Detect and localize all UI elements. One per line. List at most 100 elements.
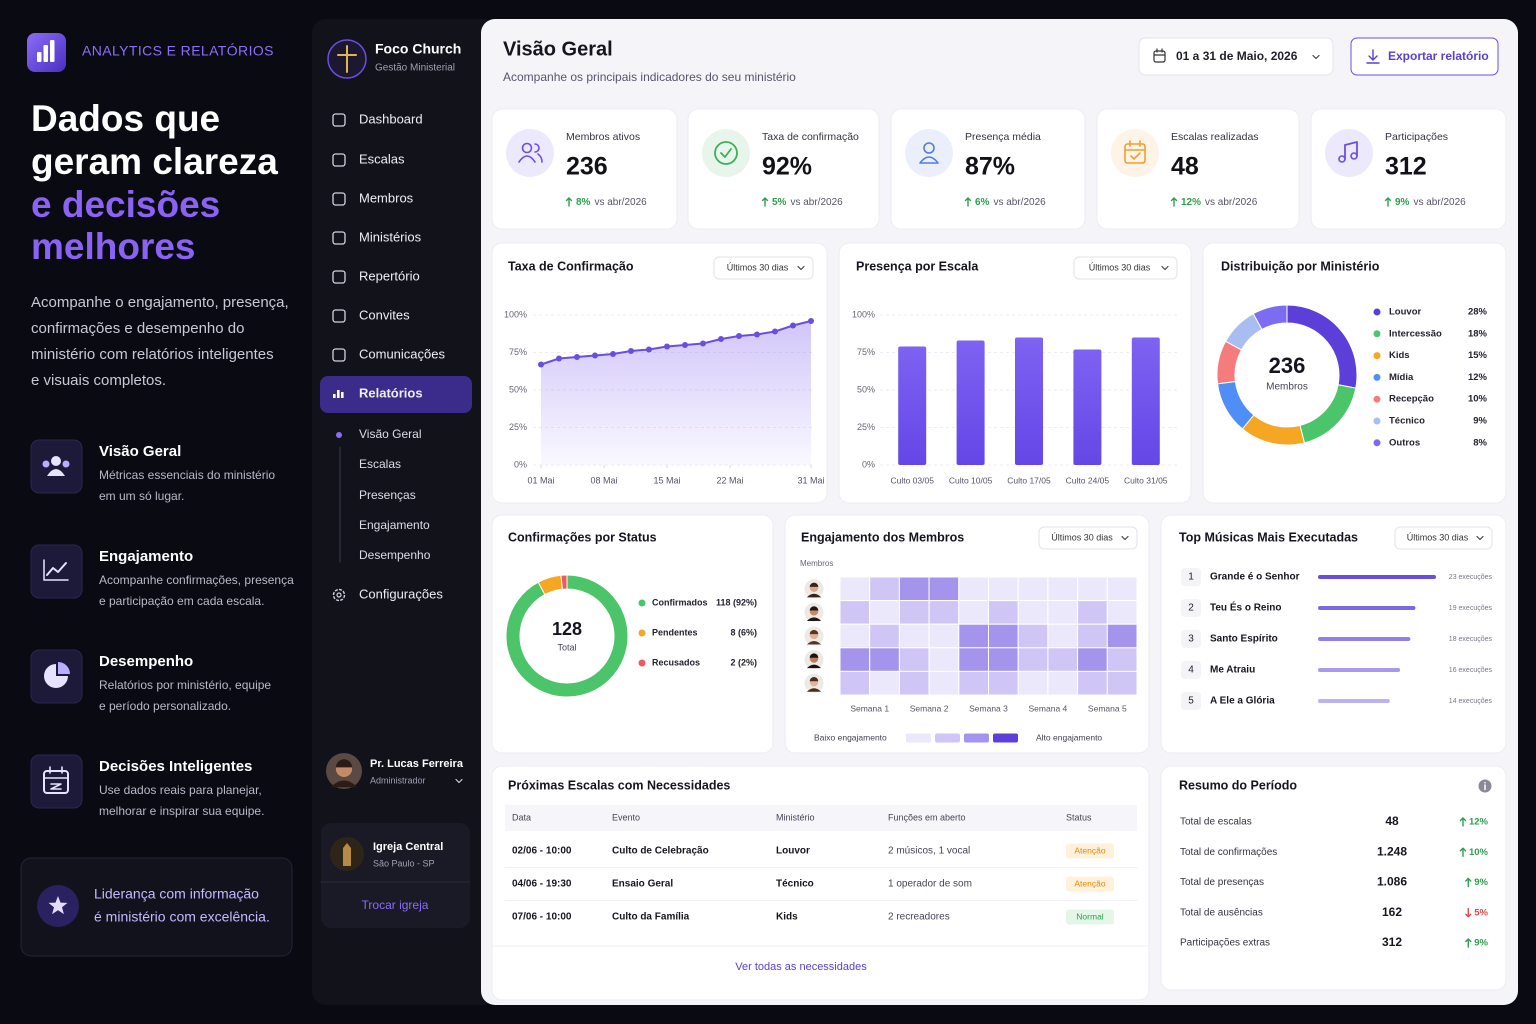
feature-description: Acompanhe confirmações, presença <box>99 573 294 587</box>
subnav-item[interactable]: Escalas <box>359 457 401 471</box>
summary-change: 12% <box>1469 817 1489 828</box>
x-tick-label: 15 Mai <box>653 475 680 485</box>
kpi-comparison: vs abr/2026 <box>1413 197 1466 208</box>
eyebrow-icon-bar <box>50 40 55 62</box>
point <box>610 351 616 357</box>
filter-dropdown[interactable] <box>1038 526 1138 550</box>
summary-card <box>1160 765 1507 991</box>
nav-item[interactable]: Dashboard <box>359 111 423 126</box>
subnav-item[interactable]: Engajamento <box>359 518 430 532</box>
rank: 5 <box>1188 696 1194 707</box>
heatmap-cell <box>1077 576 1108 602</box>
kpi-card <box>890 108 1086 230</box>
nav-item[interactable]: Relatórios <box>359 385 423 400</box>
kpi-label: Presença média <box>965 131 1041 143</box>
heatmap-cell <box>1047 670 1079 696</box>
heatmap-cell <box>958 600 989 625</box>
subnav-item[interactable]: Desempenho <box>359 548 431 562</box>
table-cell: 2 músicos, 1 vocal <box>888 846 970 857</box>
donut-segment <box>1252 304 1288 331</box>
heatmap-cell <box>988 576 1019 602</box>
legend-swatch <box>964 733 989 743</box>
filter-dropdown[interactable] <box>1394 526 1493 550</box>
heatmap-cell <box>839 647 871 672</box>
kpi-icon <box>714 141 738 165</box>
filter-dropdown[interactable] <box>1073 256 1178 280</box>
value-label: 14 execuções <box>1449 698 1493 705</box>
user-role: Administrador <box>370 775 426 785</box>
value-label: 19 execuções <box>1449 605 1493 612</box>
nav-item[interactable]: Configurações <box>359 586 443 601</box>
summary-change: 5% <box>1474 907 1488 918</box>
chevron-icon <box>1161 265 1169 271</box>
date-picker[interactable] <box>1138 37 1334 76</box>
point <box>592 352 598 359</box>
summary-value: 48 <box>1385 814 1399 828</box>
nav-item[interactable]: Repertório <box>359 268 420 283</box>
x-tick-label: 31 Mai <box>797 475 824 485</box>
heatmap-cell <box>1017 623 1049 649</box>
point <box>718 336 724 342</box>
nav-item[interactable]: Convites <box>359 307 410 322</box>
feature-description: e participação em cada escala. <box>99 594 264 608</box>
nav-item[interactable]: Membros <box>359 190 414 205</box>
donut-segment <box>505 574 629 698</box>
kpi-value: 236 <box>566 153 608 181</box>
heatmap-cell <box>1106 647 1138 672</box>
value-label: 12% <box>1468 372 1488 383</box>
trend-arrow <box>1465 908 1472 918</box>
view-all-link[interactable]: Ver todas as necessidades <box>735 961 867 973</box>
export-button[interactable] <box>1350 37 1499 76</box>
chart-title: Top Músicas Mais Executadas <box>1179 530 1358 544</box>
feature-description: melhorar e inspirar sua equipe. <box>99 804 264 818</box>
rank: 4 <box>1188 665 1194 676</box>
value-label: 2 (2%) <box>730 657 757 667</box>
settings-icon <box>336 592 342 598</box>
feature-description: em um só lugar. <box>99 489 184 503</box>
y-tick-label: 100% <box>852 309 875 319</box>
nav-item[interactable]: Ministérios <box>359 229 422 244</box>
avatar-body <box>806 617 822 621</box>
switch-church[interactable]: Trocar igreja <box>362 898 429 912</box>
legend-dot <box>1373 395 1381 403</box>
legend-label: Pendentes <box>652 627 698 637</box>
nav-item[interactable]: Comunicações <box>359 346 445 361</box>
kpi-value: 87% <box>965 153 1015 181</box>
avatar-body <box>806 688 822 692</box>
table-cell: 04/06 - 19:30 <box>512 879 572 890</box>
export-label[interactable]: Exportar relatório <box>1388 49 1489 63</box>
kpi-change-line: 9% vs abr/2026 <box>1395 197 1466 208</box>
y-tick-label: 0% <box>862 459 875 469</box>
avatar-body <box>806 664 822 669</box>
filter-dropdown[interactable] <box>713 256 814 280</box>
x-tick-label: Semana 2 <box>910 703 949 713</box>
chart-title: Engajamento dos Membros <box>801 530 964 544</box>
church-name: Igreja Central <box>373 841 443 853</box>
value-label: 18% <box>1468 328 1488 339</box>
nav-icon <box>332 231 346 245</box>
kpi-change-line: 6% vs abr/2026 <box>975 197 1046 208</box>
kpi-icon <box>518 143 543 163</box>
nav-item[interactable]: Escalas <box>359 151 405 166</box>
feature-title: Desempenho <box>99 653 193 670</box>
nav-icon <box>332 309 346 323</box>
trend-arrow <box>1465 877 1472 888</box>
table-cell: 07/06 - 10:00 <box>512 912 572 923</box>
subnav-item[interactable]: Visão Geral <box>359 427 421 441</box>
legend-dot <box>1373 417 1381 425</box>
rank-badge <box>1181 630 1201 648</box>
table-cell: Louvor <box>776 846 810 857</box>
feature-icon <box>43 559 69 581</box>
calendar-icon <box>1153 50 1166 63</box>
donut-center-label: Membros <box>1266 382 1308 393</box>
legend-label: Baixo engajamento <box>814 732 887 742</box>
heatmap-cell <box>839 623 871 649</box>
kpi-trend-arrow <box>1384 197 1392 207</box>
sidebar <box>312 19 497 1005</box>
y-tick-label: 0% <box>514 459 527 469</box>
legend-label: Técnico <box>1389 416 1425 427</box>
subnav-item[interactable]: Presenças <box>359 488 416 502</box>
bar <box>1318 637 1411 641</box>
summary-label: Total de presenças <box>1180 877 1264 888</box>
